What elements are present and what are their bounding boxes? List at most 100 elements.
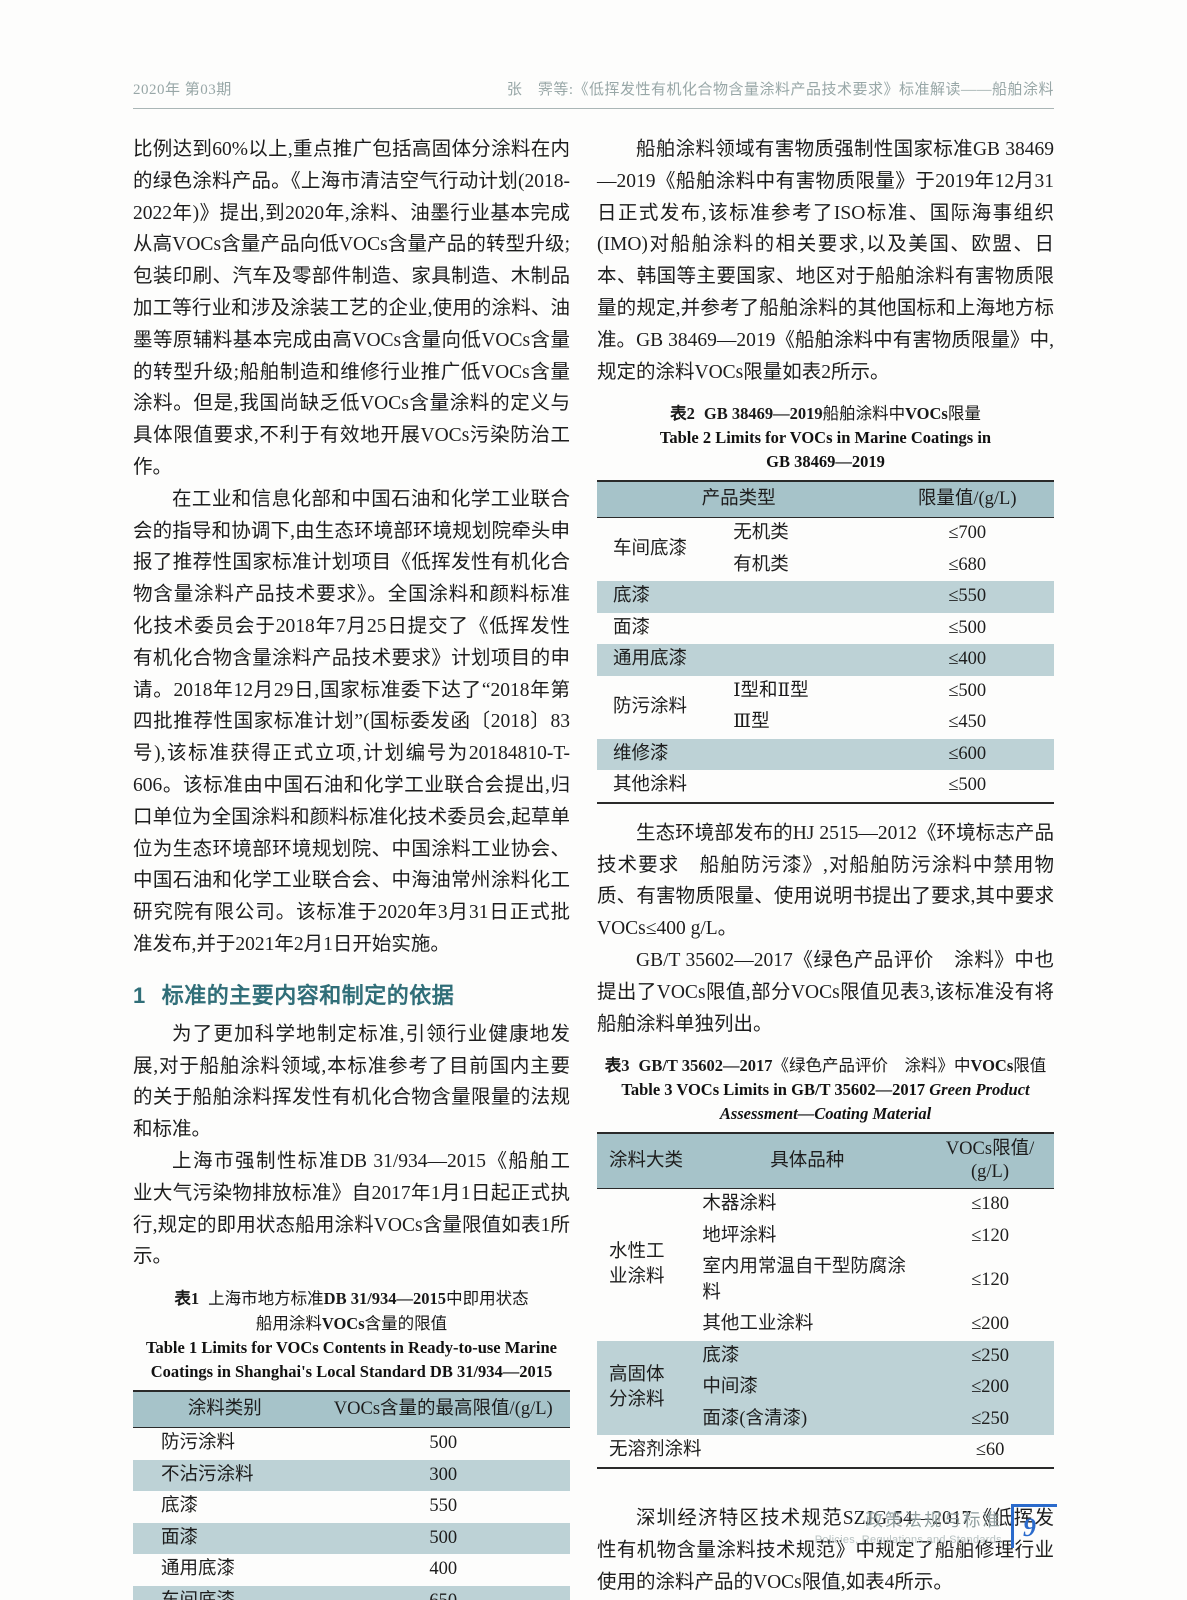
paragraph: 在工业和信息化部和中国石油和化学工业联合会的指导和协调下,由生态环境部环境规划院… — [133, 488, 570, 955]
paragraph: 深圳经济特区技术规范SZJG 54—2017《低挥发性有机物含量涂料技术规范》中… — [597, 1507, 1054, 1593]
table-header-row: 涂料大类 具体品种 VOCs限值/ (g/L) — [597, 1132, 1054, 1190]
table-row: 面漆 500 — [133, 1522, 570, 1555]
table3-caption-tag: 表3 — [604, 1056, 630, 1076]
product-type: 车间底漆 — [613, 539, 688, 560]
table-2: 产品类型 限量值/(g/L) 车间底漆 无机类 ≤700 有机类 ≤680 — [597, 480, 1054, 804]
table-row: 中间漆 ≤200 — [597, 1372, 1054, 1404]
voc-limit: ≤600 — [880, 738, 1054, 771]
column-header: 涂料类别 — [133, 1390, 317, 1429]
coating-type: 防污涂料 — [161, 1433, 236, 1454]
product-type: 维修漆 — [597, 738, 881, 771]
coating-category: 无溶剂涂料 — [609, 1440, 702, 1461]
table-header-row: 产品类型 限量值/(g/L) — [597, 480, 1054, 519]
voc-limit: ≤550 — [880, 581, 1054, 613]
paragraph: 船舶涂料领域有害物质强制性国家标准GB 38469—2019《船舶涂料中有害物质… — [597, 139, 1054, 383]
coating-category: 水性工 业涂料 — [609, 1241, 665, 1288]
table-header-row: 涂料类别 VOCs含量的最高限值/(g/L) — [133, 1390, 570, 1429]
page-number-bracket: 9 — [1011, 1504, 1057, 1548]
voc-limit: ≤450 — [948, 712, 987, 733]
voc-limit: ≤60 — [975, 1440, 1005, 1461]
table-row: 车间底漆 无机类 ≤700 — [597, 518, 1054, 559]
voc-limit: ≤120 — [971, 1225, 1009, 1246]
table-row: 水性工 业涂料 木器涂料 ≤180 — [597, 1189, 1054, 1287]
coating-type: 通用底漆 — [161, 1559, 236, 1580]
coating-type: 车间底漆 — [133, 1585, 317, 1600]
table1-caption-en: Table 1 Limits for VOCs Contents in Read… — [146, 1338, 557, 1381]
paragraph: 比例达到60%以上,重点推广包括高固体分涂料在内的绿色涂料产品。《上海市清洁空气… — [133, 139, 570, 478]
voc-limit: ≤250 — [926, 1340, 1054, 1373]
coating-category: 高固体 分涂料 — [597, 1340, 689, 1436]
voc-limit: ≤180 — [971, 1194, 1009, 1215]
running-header: 2020年 第03期 张 霁等:《低挥发性有机化合物含量涂料产品技术要求》标准解… — [133, 78, 1054, 109]
coating-type: 面漆 — [133, 1522, 317, 1555]
voc-limit: 300 — [316, 1459, 570, 1492]
table-row: 维修漆 ≤600 — [597, 738, 1054, 771]
table-row: 面漆(含清漆) ≤250 — [597, 1403, 1054, 1436]
table-row: 防污涂料 Ⅰ型和Ⅱ型 ≤500 — [597, 676, 1054, 717]
coating-kind: 面漆(含清漆) — [688, 1403, 927, 1436]
voc-limit: 400 — [429, 1559, 458, 1580]
column-header: 涂料大类 — [597, 1132, 689, 1190]
page-footer: 政策法规与标准 Policies, Regulations and Standa… — [815, 1504, 1057, 1548]
table3-caption-en: Table 3 VOCs Limits in GB/T 35602—2017 G… — [621, 1080, 1030, 1123]
table-row: 室内用常温自干型防腐涂料 ≤120 — [597, 1252, 1054, 1309]
column-header: 产品类型 — [597, 480, 881, 519]
table-row: 车间底漆 650 — [133, 1585, 570, 1600]
column-header: 限量值/(g/L) — [880, 480, 1054, 519]
section-number: 1 — [133, 982, 146, 1008]
voc-limit: ≤700 — [948, 523, 987, 544]
coating-kind: 其他工业涂料 — [702, 1314, 814, 1335]
table-row: 底漆 550 — [133, 1491, 570, 1523]
voc-limit: ≤500 — [948, 775, 987, 796]
coating-kind: 木器涂料 — [702, 1194, 777, 1215]
voc-limit: ≤500 — [948, 617, 987, 638]
table-row: 其他涂料 ≤500 — [597, 770, 1054, 803]
voc-limit: ≤250 — [926, 1403, 1054, 1436]
voc-limit: ≤200 — [926, 1372, 1054, 1404]
table-row: 不沾污涂料 300 — [133, 1459, 570, 1492]
product-subtype: 有机类 — [733, 554, 789, 575]
table-row: 防污涂料 500 — [133, 1428, 570, 1460]
table-row: 地坪涂料 ≤120 — [597, 1221, 1054, 1253]
coating-kind: 底漆 — [688, 1340, 927, 1373]
table2-caption-tag: 表2 — [670, 404, 695, 424]
product-type: 其他涂料 — [613, 775, 688, 796]
section-title: 标准的主要内容和制定的依据 — [161, 982, 455, 1008]
product-type: 防污涂料 — [613, 696, 688, 717]
footer-section-title: 政策法规与标准 — [865, 1509, 1002, 1530]
table-row: 通用底漆 ≤400 — [597, 644, 1054, 676]
product-subtype: Ⅲ型 — [733, 712, 770, 733]
paragraph: GB/T 35602—2017《绿色产品评价 涂料》中也提出了VOCs限值,部分… — [597, 950, 1054, 1035]
left-column: 比例达到60%以上,重点推广包括高固体分涂料在内的绿色涂料产品。《上海市清洁空气… — [133, 134, 570, 1600]
voc-limit: ≤500 — [948, 680, 987, 701]
voc-limit: 550 — [429, 1496, 458, 1517]
coating-kind: 室内用常温自干型防腐涂料 — [702, 1257, 906, 1303]
paragraph: 生态环境部发布的HJ 2515—2012《环境标志产品技术要求 船舶防污漆》,对… — [597, 822, 1054, 940]
table-row: 高固体 分涂料 底漆 ≤250 — [597, 1340, 1054, 1436]
table1-caption: 表1 上海市地方标准DB 31/934—2015中即用状态 船用涂料VOCs含量的… — [133, 1286, 570, 1383]
table3-caption: 表3 GB/T 35602—2017《绿色产品评价 涂料》中VOCs限值 Tabl… — [597, 1053, 1054, 1125]
voc-limit: ≤120 — [971, 1270, 1009, 1291]
voc-limit: 500 — [316, 1522, 570, 1555]
table-row: Ⅲ型 ≤450 — [597, 707, 1054, 739]
product-type: 面漆 — [613, 617, 651, 638]
coating-kind: 中间漆 — [688, 1372, 927, 1404]
paragraph: 为了更加科学地制定标准,引领行业健康地发展,对于船舶涂料领域,本标准参考了目前国… — [133, 1023, 570, 1141]
right-column: 船舶涂料领域有害物质强制性国家标准GB 38469—2019《船舶涂料中有害物质… — [597, 134, 1054, 1600]
table-row: 其他工业涂料 ≤200 — [597, 1309, 1054, 1341]
coating-type: 底漆 — [161, 1496, 199, 1517]
table-row: 面漆 ≤500 — [597, 613, 1054, 645]
coating-kind: 地坪涂料 — [702, 1225, 777, 1246]
table-3: 涂料大类 具体品种 VOCs限值/ (g/L) 水性工 业涂料 木器涂料 ≤18… — [597, 1132, 1054, 1469]
table2-caption-en: Table 2 Limits for VOCs in Marine Coatin… — [659, 428, 992, 471]
voc-limit: 650 — [316, 1585, 570, 1600]
coating-type: 不沾污涂料 — [133, 1459, 317, 1492]
voc-limit: ≤200 — [971, 1314, 1009, 1335]
column-header: 具体品种 — [688, 1132, 927, 1190]
column-header: VOCs限值/ (g/L) — [926, 1132, 1054, 1190]
product-type: 通用底漆 — [597, 644, 881, 676]
voc-limit: 500 — [429, 1433, 458, 1454]
table2-caption: 表2 GB 38469—2019船舶涂料中VOCs限量 Table 2 Limit… — [597, 401, 1054, 473]
section-heading: 1 标准的主要内容和制定的依据 — [133, 978, 570, 1010]
